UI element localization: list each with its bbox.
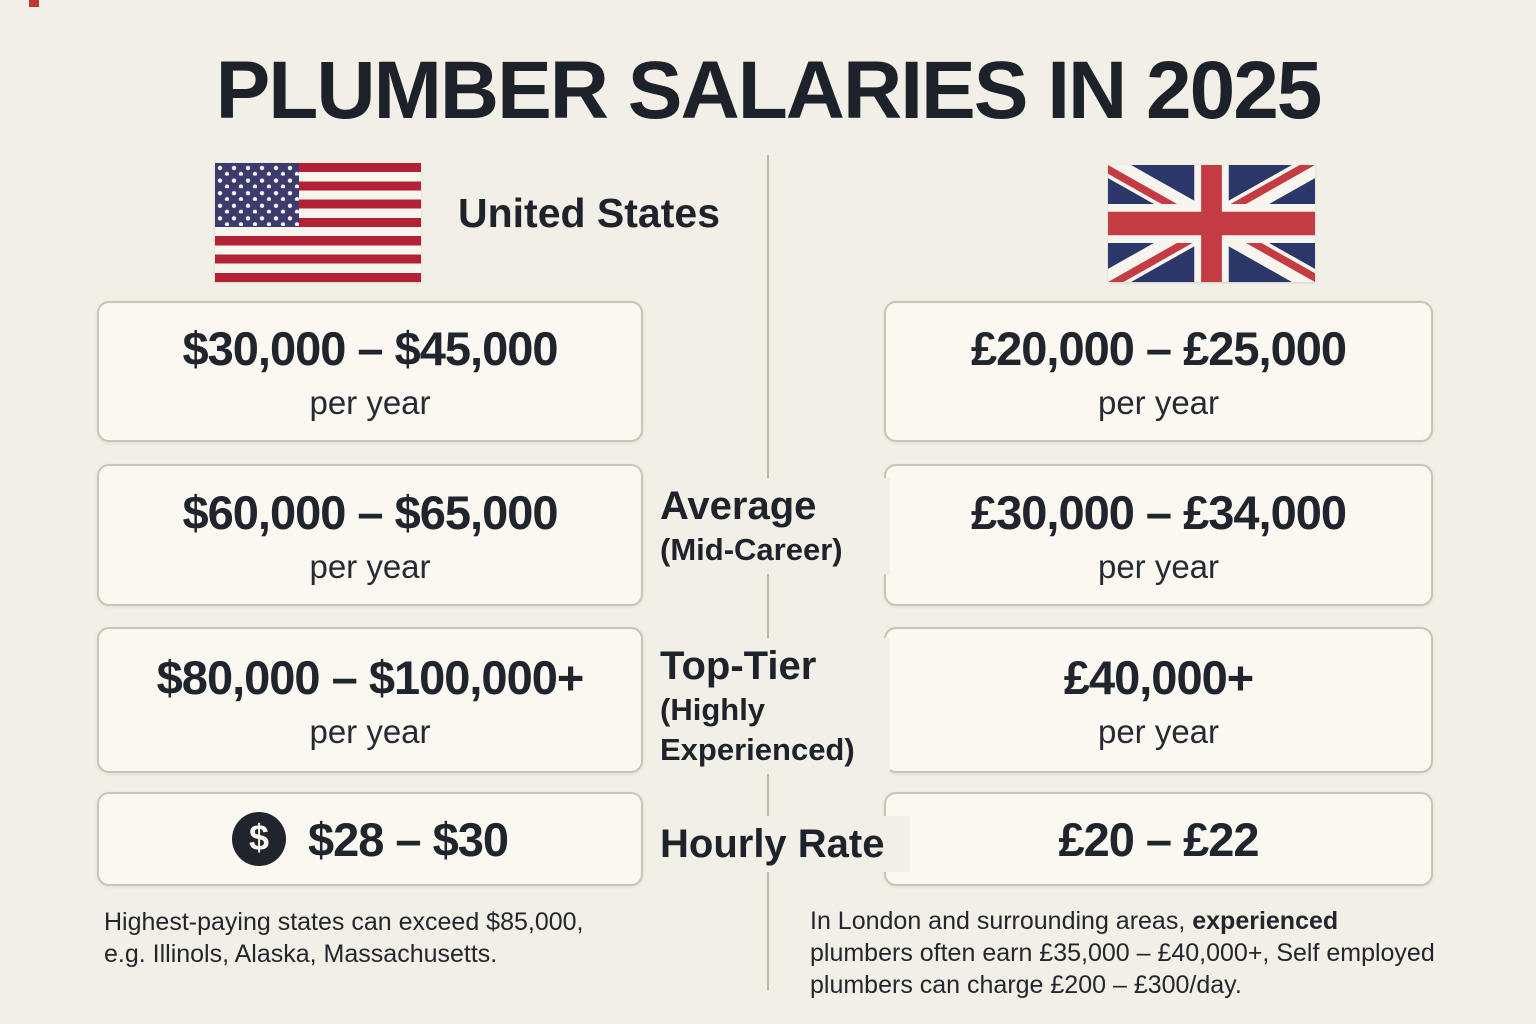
- footnote-line: In London and surrounding areas, experie…: [810, 905, 1435, 937]
- uk-entry-salary-box: £20,000 – £25,000 per year: [884, 301, 1433, 442]
- us-hourly-rate-box: $ $28 – $30: [97, 792, 643, 886]
- us-toptier-salary-box: $80,000 – $100,000+ per year: [97, 627, 643, 773]
- category-subtitle: (Mid-Career): [660, 532, 843, 567]
- salary-range: $80,000 – $100,000+: [156, 650, 585, 704]
- per-year-label: per year: [309, 712, 431, 750]
- category-title: Top-Tier: [660, 644, 817, 688]
- dollar-sign-icon: $: [231, 812, 286, 866]
- us-column-label: United States: [458, 190, 720, 236]
- footnote-line: plumbers often earn £35,000 – £40,000+, …: [810, 939, 1435, 967]
- salary-range: $30,000 – $45,000: [182, 322, 558, 375]
- category-subtitle: Experienced): [660, 732, 855, 767]
- footnote-text: In London and surrounding areas,: [810, 907, 1193, 935]
- category-subtitle: (Highly: [660, 692, 766, 727]
- per-year-label: per year: [1097, 712, 1220, 750]
- footnote-text-bold: experienced: [1192, 907, 1339, 935]
- us-flag-icon: [215, 163, 421, 282]
- red-mark-artifact: [29, 0, 39, 7]
- category-title: Average: [660, 484, 817, 528]
- page-title: PLUMBER SALARIES IN 2025: [215, 45, 1323, 136]
- footnote-line: e.g. Illinols, Alaska, Massachusetts.: [104, 940, 498, 968]
- category-title: Hourly Rate: [660, 822, 885, 866]
- salary-range: £20,000 – £25,000: [970, 322, 1347, 375]
- footnote-line: Highest-paying states can exceed $85,000…: [104, 908, 584, 936]
- salary-range: £20 – £22: [1058, 812, 1259, 866]
- uk-footnote: In London and surrounding areas, experie…: [810, 905, 1435, 1001]
- per-year-label: per year: [309, 547, 431, 585]
- uk-toptier-salary-box: £40,000+ per year: [884, 627, 1433, 773]
- uk-flag-icon: [1108, 165, 1315, 282]
- per-year-label: per year: [309, 384, 431, 421]
- us-flag-canton: [215, 163, 299, 227]
- salary-range: $28 – $30: [307, 812, 509, 866]
- us-footnote: Highest-paying states can exceed $85,000…: [104, 906, 583, 970]
- salary-range: £30,000 – £34,000: [970, 485, 1347, 539]
- footnote-line: plumbers can charge £200 – £300/day.: [810, 971, 1242, 999]
- per-year-label: per year: [1097, 547, 1220, 585]
- category-hourly-rate: Hourly Rate: [660, 816, 910, 872]
- uk-average-salary-box: £30,000 – £34,000 per year: [884, 464, 1433, 606]
- category-top-tier: Top-Tier (Highly Experienced): [660, 638, 890, 774]
- uk-hourly-rate-box: £20 – £22: [884, 792, 1433, 886]
- salary-range: £40,000+: [1063, 650, 1254, 704]
- us-average-salary-box: $60,000 – $65,000 per year: [97, 464, 643, 606]
- per-year-label: per year: [1097, 384, 1220, 421]
- us-entry-salary-box: $30,000 – $45,000 per year: [97, 301, 643, 442]
- category-average: Average (Mid-Career): [660, 478, 890, 574]
- salary-range: $60,000 – $65,000: [182, 485, 558, 539]
